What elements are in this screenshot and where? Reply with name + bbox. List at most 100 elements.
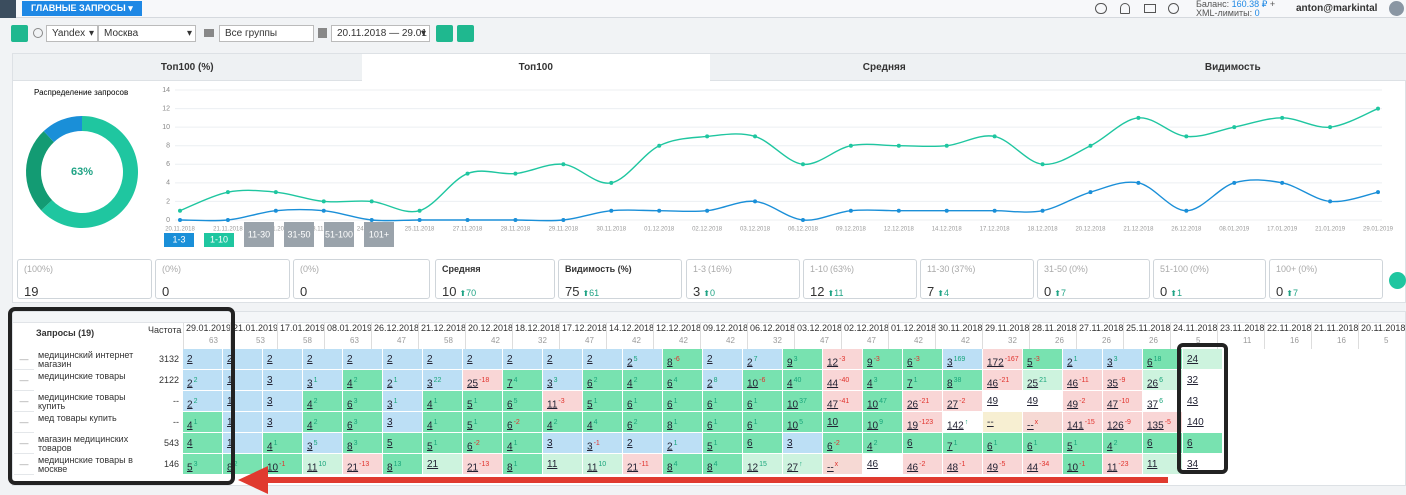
cell[interactable]: 172-167 (983, 349, 1023, 370)
cell[interactable]: 49-5 (983, 454, 1023, 475)
cell[interactable]: 27-2 (943, 391, 983, 412)
cell[interactable]: 3169 (943, 349, 983, 370)
cell[interactable]: 2 (423, 349, 463, 370)
cell[interactable]: 322 (423, 370, 463, 391)
menu-icon[interactable] (0, 0, 16, 18)
cell[interactable]: 47-41 (823, 391, 863, 412)
cell[interactable]: 82 (223, 454, 263, 475)
cell[interactable]: 63 (343, 391, 383, 412)
cell[interactable]: 31 (303, 370, 343, 391)
cell[interactable]: 11 (543, 454, 583, 475)
cell[interactable]: 62 (583, 370, 623, 391)
cell[interactable]: 42 (303, 412, 343, 433)
cell[interactable]: 1110 (583, 454, 623, 475)
tab[interactable]: Топ100 (%) (13, 54, 362, 81)
region-select[interactable]: Москва ▾ (98, 25, 196, 42)
tab[interactable]: Топ100 (361, 54, 710, 81)
tab[interactable]: Средняя (710, 54, 1059, 81)
cell[interactable]: 8-6 (663, 349, 703, 370)
cell[interactable]: 25 (623, 349, 663, 370)
cell[interactable]: 440 (783, 370, 823, 391)
cell[interactable]: 135-5 (1143, 412, 1183, 433)
cell[interactable]: 61 (663, 391, 703, 412)
cell[interactable]: 28 (703, 370, 743, 391)
cell[interactable]: 41 (423, 391, 463, 412)
bell-icon[interactable] (1120, 3, 1130, 14)
help-icon[interactable] (1168, 3, 1179, 14)
cell[interactable]: 21 (1063, 349, 1103, 370)
cell[interactable]: 142↑ (943, 412, 983, 433)
cell[interactable]: 53 (183, 454, 223, 475)
cell[interactable]: 1047 (863, 391, 903, 412)
cell[interactable]: 32 (1183, 370, 1223, 391)
cell[interactable]: 5 (383, 433, 423, 454)
cell[interactable]: 1 (223, 370, 263, 391)
cell[interactable]: 33 (543, 370, 583, 391)
cell[interactable]: 84 (663, 454, 703, 475)
cell[interactable]: 46-11 (1063, 370, 1103, 391)
cell[interactable]: --x (1023, 412, 1063, 433)
cell[interactable]: 51 (423, 433, 463, 454)
cell[interactable]: 141-15 (1063, 412, 1103, 433)
cell[interactable]: 838 (943, 370, 983, 391)
cell[interactable]: 813 (383, 454, 423, 475)
cell[interactable]: 21-13 (463, 454, 503, 475)
mail-icon[interactable] (1144, 4, 1156, 13)
cell[interactable]: 3 (543, 433, 583, 454)
cell[interactable]: 24 (1183, 349, 1223, 370)
cell[interactable]: 83 (343, 433, 383, 454)
weather-icon[interactable] (1095, 3, 1107, 14)
cell[interactable]: 1110 (303, 454, 343, 475)
cell[interactable]: 42 (623, 370, 663, 391)
cell[interactable]: 51 (583, 391, 623, 412)
cell[interactable]: 6 (1183, 433, 1223, 454)
tab[interactable]: Видимость (1058, 54, 1406, 81)
cell[interactable]: 81 (503, 454, 543, 475)
cell[interactable]: 31 (383, 391, 423, 412)
cell[interactable]: 64 (663, 370, 703, 391)
cell[interactable]: 6 (903, 433, 943, 454)
cell[interactable]: 1 (223, 391, 263, 412)
cell[interactable]: 62 (623, 412, 663, 433)
date-select[interactable]: 20.11.2018 — 29.01 ▾ (331, 25, 430, 42)
cell[interactable]: 27↑ (783, 454, 823, 475)
cell[interactable]: 2 (263, 349, 303, 370)
cell[interactable]: 61 (1023, 433, 1063, 454)
cell[interactable]: 51 (1063, 433, 1103, 454)
cell[interactable]: 2 (463, 349, 503, 370)
cell[interactable]: 48-1 (943, 454, 983, 475)
cell[interactable]: 105 (783, 412, 823, 433)
cell[interactable]: 42 (863, 433, 903, 454)
cell[interactable]: 2 (583, 349, 623, 370)
cell[interactable]: 6-2 (823, 433, 863, 454)
cell[interactable]: 3 (383, 412, 423, 433)
cell[interactable]: 42 (303, 391, 343, 412)
avatar[interactable] (1389, 1, 1404, 16)
cell[interactable]: 46-2 (903, 454, 943, 475)
cell[interactable]: 1 (223, 433, 263, 454)
cell[interactable]: 109 (863, 412, 903, 433)
cell[interactable]: 74 (503, 370, 543, 391)
cell[interactable]: 3-1 (583, 433, 623, 454)
engine-select[interactable]: Yandex ▾ (46, 25, 98, 42)
cell[interactable]: 6-3 (903, 349, 943, 370)
cell[interactable]: 2 (303, 349, 343, 370)
cell[interactable]: 1 (223, 412, 263, 433)
refresh-button[interactable] (11, 25, 28, 42)
cell[interactable]: 81 (663, 412, 703, 433)
cell[interactable]: 44-34 (1023, 454, 1063, 475)
cell[interactable]: 41 (423, 412, 463, 433)
cell[interactable]: 63 (343, 412, 383, 433)
cell[interactable]: 140 (1183, 412, 1223, 433)
settings-button[interactable] (436, 25, 453, 42)
cell[interactable]: 19-123 (903, 412, 943, 433)
cell[interactable]: 61 (703, 391, 743, 412)
cell[interactable]: 126-9 (1103, 412, 1143, 433)
cell[interactable]: 11-3 (543, 391, 583, 412)
cell[interactable]: 21 (383, 370, 423, 391)
cell[interactable]: 61 (743, 391, 783, 412)
cell[interactable]: 22 (183, 391, 223, 412)
user[interactable]: anton@markintal (1296, 3, 1378, 14)
cell[interactable]: 35-9 (1103, 370, 1143, 391)
cell[interactable]: 41 (263, 433, 303, 454)
